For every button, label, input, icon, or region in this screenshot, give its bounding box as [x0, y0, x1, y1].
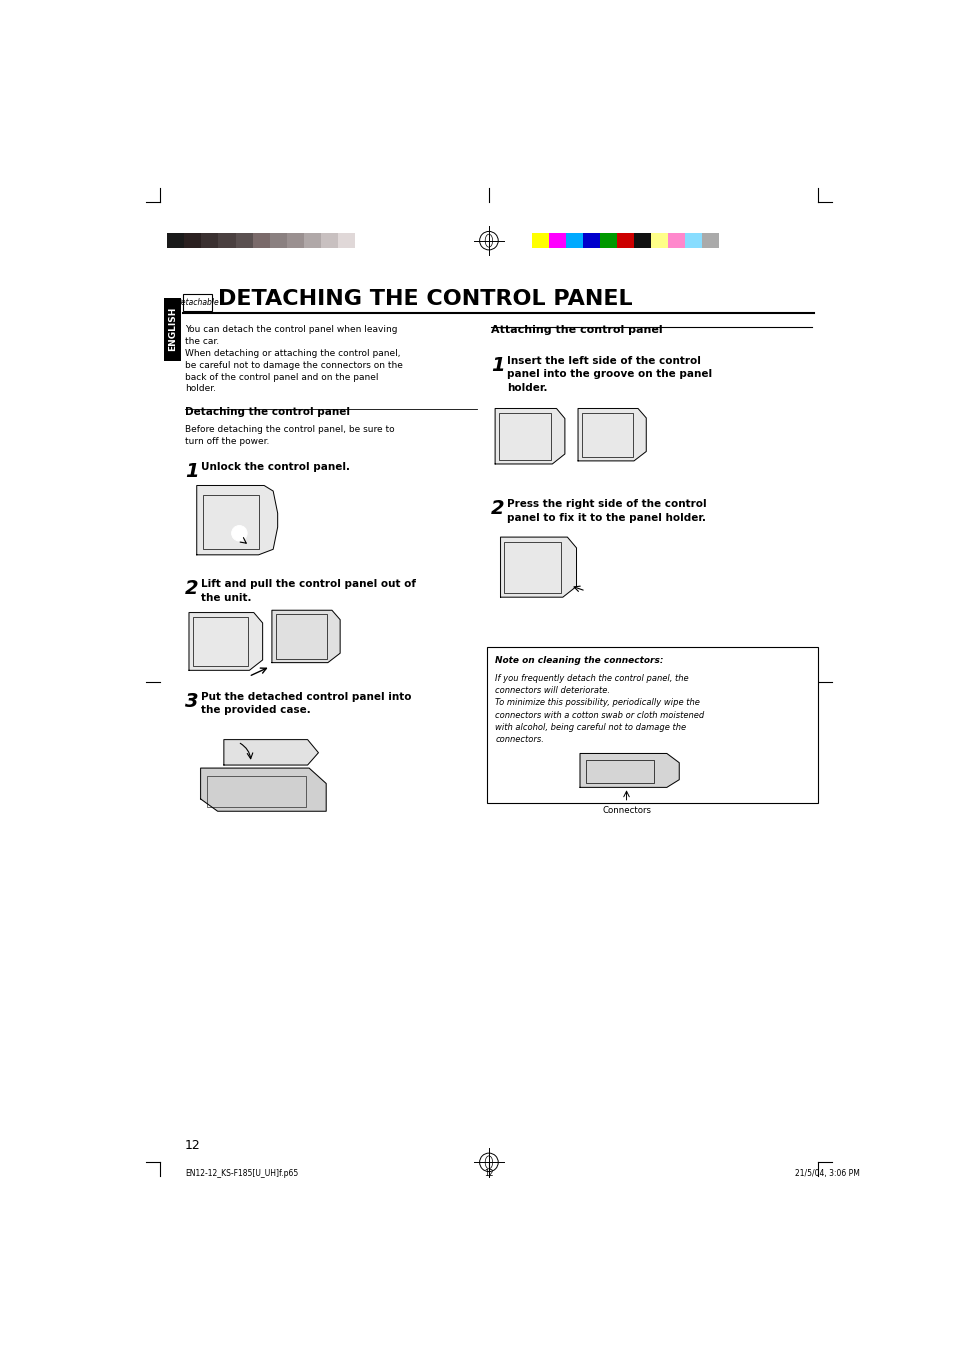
- Text: If you frequently detach the control panel, the
connectors will deteriorate.
To : If you frequently detach the control pan…: [495, 674, 703, 744]
- Bar: [207, 775, 306, 807]
- Circle shape: [232, 526, 247, 540]
- Bar: [684, 232, 701, 249]
- Text: EN12-12_KS-F185[U_UH]f.p65: EN12-12_KS-F185[U_UH]f.p65: [185, 1169, 298, 1178]
- Bar: [337, 232, 355, 249]
- Polygon shape: [189, 612, 262, 670]
- Text: 1: 1: [185, 462, 198, 481]
- Polygon shape: [196, 485, 277, 555]
- Text: Note on cleaning the connectors:: Note on cleaning the connectors:: [495, 657, 663, 666]
- Polygon shape: [578, 408, 645, 461]
- Bar: [286, 232, 303, 249]
- Bar: [581, 412, 633, 457]
- Bar: [275, 615, 327, 659]
- Text: DETACHING THE CONTROL PANEL: DETACHING THE CONTROL PANEL: [218, 289, 633, 309]
- Bar: [167, 232, 184, 249]
- Text: 2: 2: [491, 500, 504, 519]
- Bar: [498, 413, 551, 461]
- Bar: [270, 232, 286, 249]
- Text: Insert the left side of the control
panel into the groove on the panel
holder.: Insert the left side of the control pane…: [506, 357, 711, 393]
- Bar: [193, 617, 248, 666]
- Bar: [320, 232, 337, 249]
- Bar: [487, 647, 818, 802]
- Polygon shape: [200, 769, 326, 811]
- Text: Detachable: Detachable: [175, 297, 219, 307]
- Text: Connectors: Connectors: [601, 805, 650, 815]
- Bar: [633, 232, 650, 249]
- Polygon shape: [224, 739, 318, 765]
- Bar: [235, 232, 253, 249]
- Text: 3: 3: [185, 692, 198, 711]
- Text: 21/5/04, 3:06 PM: 21/5/04, 3:06 PM: [794, 1169, 859, 1178]
- Text: Before detaching the control panel, be sure to
turn off the power.: Before detaching the control panel, be s…: [185, 426, 395, 446]
- Bar: [531, 232, 548, 249]
- Bar: [548, 232, 565, 249]
- Bar: [504, 542, 560, 593]
- Bar: [650, 232, 667, 249]
- Bar: [667, 232, 684, 249]
- Bar: [599, 232, 617, 249]
- Text: 12: 12: [484, 1169, 493, 1178]
- Bar: [184, 232, 201, 249]
- Text: 1: 1: [491, 357, 504, 376]
- Text: Unlock the control panel.: Unlock the control panel.: [200, 462, 349, 473]
- Text: ENGLISH: ENGLISH: [168, 307, 177, 351]
- Bar: [617, 232, 633, 249]
- Bar: [303, 232, 320, 249]
- Polygon shape: [579, 754, 679, 788]
- Bar: [183, 293, 212, 311]
- Bar: [164, 297, 181, 361]
- Bar: [565, 232, 582, 249]
- Polygon shape: [272, 611, 340, 662]
- Text: Lift and pull the control panel out of
the unit.: Lift and pull the control panel out of t…: [200, 580, 416, 603]
- Bar: [582, 232, 599, 249]
- Text: Detaching the control panel: Detaching the control panel: [185, 407, 350, 417]
- Polygon shape: [495, 408, 564, 463]
- Text: 2: 2: [185, 580, 198, 598]
- Bar: [253, 232, 270, 249]
- Text: Press the right side of the control
panel to fix it to the panel holder.: Press the right side of the control pane…: [506, 500, 705, 523]
- Bar: [701, 232, 719, 249]
- Bar: [203, 494, 258, 549]
- Bar: [355, 232, 372, 249]
- Bar: [201, 232, 218, 249]
- Text: 12: 12: [185, 1139, 201, 1152]
- Polygon shape: [500, 538, 576, 597]
- Text: Attaching the control panel: Attaching the control panel: [491, 326, 662, 335]
- Bar: [586, 759, 654, 782]
- Text: You can detach the control panel when leaving
the car.
When detaching or attachi: You can detach the control panel when le…: [185, 326, 402, 393]
- Text: Put the detached control panel into
the provided case.: Put the detached control panel into the …: [200, 692, 411, 715]
- Bar: [218, 232, 235, 249]
